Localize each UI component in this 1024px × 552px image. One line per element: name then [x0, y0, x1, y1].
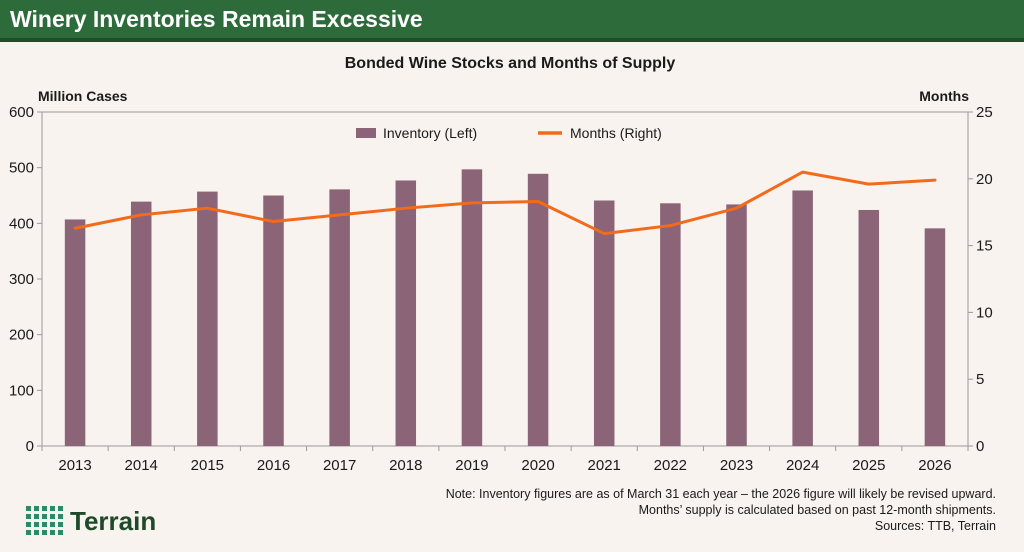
- x-tick-2014: 2014: [125, 457, 158, 474]
- y-tick-left: 500: [9, 160, 34, 177]
- source-line: Sources: TTB, Terrain: [874, 519, 996, 533]
- note-line: Note: Inventory figures are as of March …: [445, 487, 996, 501]
- x-tick-2024: 2024: [786, 457, 819, 474]
- bar-inventory-2014: [130, 201, 152, 446]
- bar-inventory-2013: [64, 219, 86, 446]
- x-tick-2025: 2025: [852, 457, 885, 474]
- y-tick-left: 300: [9, 271, 34, 288]
- y-tick-left: 0: [26, 438, 34, 455]
- legend-label-inventory: Inventory (Left): [383, 125, 477, 141]
- note-line: Months’ supply is calculated based on pa…: [638, 503, 996, 517]
- x-tick-2016: 2016: [257, 457, 290, 474]
- y-tick-right: 15: [976, 238, 993, 255]
- x-tick-2022: 2022: [654, 457, 687, 474]
- y-tick-left: 200: [9, 327, 34, 344]
- x-tick-2026: 2026: [918, 457, 951, 474]
- y-axis-right-label: Months: [919, 88, 969, 104]
- y-tick-right: 20: [976, 171, 993, 188]
- bar-inventory-2020: [527, 173, 549, 447]
- page-title: Winery Inventories Remain Excessive: [10, 6, 423, 32]
- x-tick-2015: 2015: [191, 457, 224, 474]
- bar-inventory-2026: [924, 228, 946, 446]
- bar-inventory-2021: [593, 200, 615, 446]
- plot-frame: [41, 111, 969, 447]
- x-tick-2020: 2020: [521, 457, 554, 474]
- bar-inventory-2018: [395, 180, 417, 446]
- line-months: [73, 170, 937, 236]
- chart-title: Bonded Wine Stocks and Months of Supply: [345, 55, 676, 72]
- y-tick-left: 600: [9, 104, 34, 121]
- y-axis-left-label: Million Cases: [38, 88, 128, 104]
- legend-label-months: Months (Right): [570, 125, 662, 141]
- x-tick-2018: 2018: [389, 457, 422, 474]
- terrain-logo: Terrain: [26, 504, 196, 544]
- bar-inventory-2022: [660, 203, 681, 446]
- y-tick-right: 10: [976, 304, 993, 321]
- x-tick-2021: 2021: [588, 457, 621, 474]
- x-tick-2019: 2019: [455, 457, 488, 474]
- logo-text: Terrain: [70, 506, 157, 536]
- legend: Inventory (Left) Months (Right): [356, 125, 662, 141]
- x-tick-2013: 2013: [58, 457, 91, 474]
- y-tick-right: 0: [976, 438, 984, 455]
- y-tick-right: 5: [976, 371, 984, 388]
- header-banner: Winery Inventories Remain Excessive: [0, 0, 1024, 42]
- y-tick-right: 25: [976, 104, 993, 121]
- bar-inventory-2015: [197, 191, 218, 446]
- y-tick-left: 400: [9, 215, 34, 232]
- bar-inventory-2025: [858, 209, 880, 446]
- x-tick-2017: 2017: [323, 457, 356, 474]
- y-tick-left: 100: [9, 382, 34, 399]
- bar-inventory-2023: [726, 204, 747, 446]
- legend-swatch-inventory: [356, 128, 376, 138]
- bar-inventory-2024: [792, 190, 813, 446]
- chart-notes: Note: Inventory figures are as of March …: [276, 486, 996, 534]
- chart: Bonded Wine Stocks and Months of Supply …: [9, 55, 993, 474]
- bar-inventory-2019: [461, 169, 483, 446]
- x-tick-2023: 2023: [720, 457, 753, 474]
- bar-inventory-2017: [329, 189, 350, 447]
- bar-inventory-2016: [263, 195, 284, 446]
- dot-grid-logo-icon: [26, 506, 63, 535]
